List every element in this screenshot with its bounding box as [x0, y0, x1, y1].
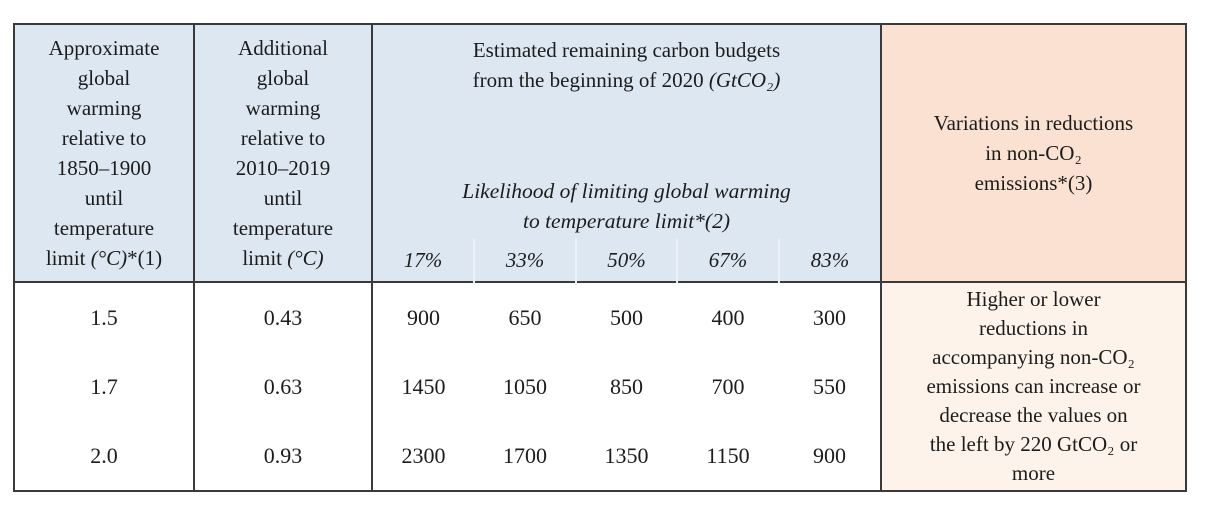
header-variations-text: Variations in reductions in non-CO₂ emis… [933, 111, 1134, 195]
budget-cell: 500 [576, 281, 677, 352]
additional-warming-cell: 0.43 [193, 281, 372, 352]
percent-header: 33% [473, 239, 576, 282]
variations-note-text: Higher or lower reductions in accompanyi… [926, 287, 1141, 485]
budget-cell: 1150 [706, 442, 750, 468]
budget-cell: 1350 [604, 442, 649, 468]
percent-header: 50% [575, 239, 677, 282]
budget-cell: 1700 [503, 442, 547, 468]
header-additional-warming: Additional global warming relative to 20… [193, 24, 372, 282]
budget-cell: 850 [610, 373, 643, 399]
budget-cell: 550 [813, 373, 846, 399]
budget-cell: 300 [779, 281, 881, 352]
percent-header: 83% [778, 239, 881, 282]
header-carbon-budgets: Estimated remaining carbon budgets from … [371, 24, 881, 239]
data-row: 1.7 0.63 1450 1050 850 700 550 [14, 352, 1186, 421]
header-approx-warming-text: Approximate global warming relative to 1… [45, 36, 160, 270]
header-additional-warming-text: Additional global warming relative to 20… [232, 36, 334, 270]
budget-cell: 900 [813, 442, 846, 468]
budget-cell: 650 [474, 281, 576, 352]
variations-note-cell: Higher or lower reductions in accompanyi… [880, 281, 1186, 491]
header-carbon-budgets-inner: Estimated remaining carbon budgets from … [373, 25, 880, 239]
budget-cell: 2300 [371, 421, 474, 491]
additional-warming-cell: 0.93 [193, 421, 372, 491]
data-row: 1.5 0.43 900 650 500 400 300 Higher or l… [14, 281, 1186, 491]
budget-cell: 400 [677, 281, 779, 352]
header-row-percents: 17% 33% 50% 67% 83% [14, 239, 1186, 282]
percent-header: 17% [371, 239, 474, 282]
warming-level-cell: 2.0 [90, 442, 118, 468]
header-approx-warming-unit: (°C) [85, 246, 128, 270]
additional-warming-cell: 0.63 [193, 352, 372, 421]
carbon-budgets-title-text: Estimated remaining carbon budgets from … [472, 38, 781, 92]
budget-cell: 700 [711, 373, 745, 399]
percent-header: 67% [676, 239, 779, 282]
header-approx-warming-note: *(1) [127, 246, 163, 270]
budget-cell: 1450 [371, 352, 474, 421]
header-variations: Variations in reductions in non-CO₂ emis… [880, 24, 1186, 282]
likelihood-subtitle: Likelihood of limiting global warming to… [462, 179, 791, 233]
data-row: 2.0 0.93 2300 1700 1350 1150 900 [14, 421, 1186, 491]
warming-level-cell: 1.7 [90, 373, 118, 399]
budget-cell: 1050 [503, 373, 547, 399]
budget-cell: 900 [371, 281, 474, 352]
carbon-budgets-title: Estimated remaining carbon budgets from … [473, 35, 781, 95]
header-approx-warming: Approximate global warming relative to 1… [14, 24, 194, 282]
carbon-budgets-title-unit: (GtCO₂) [703, 68, 781, 92]
carbon-budget-table: Approximate global warming relative to 1… [13, 23, 1187, 492]
warming-level-cell: 1.5 [14, 281, 194, 352]
header-row-main: Approximate global warming relative to 1… [14, 24, 1186, 282]
header-additional-warming-unit: (°C) [282, 246, 324, 270]
